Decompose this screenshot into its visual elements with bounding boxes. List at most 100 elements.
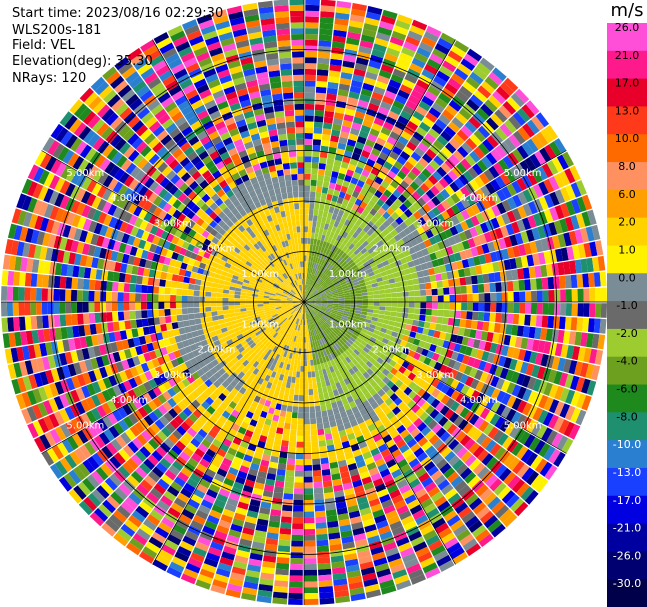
range-gate [318,168,325,176]
range-gate [286,458,296,465]
range-gate [362,82,375,92]
range-gate [242,254,250,261]
range-gate [426,25,442,38]
range-gate [180,51,195,63]
range-gate [165,323,173,331]
ray [304,125,559,302]
range-gate [322,128,332,136]
range-gate [293,250,297,257]
range-gate [259,285,266,290]
range-gate [293,80,304,87]
range-gate [275,304,281,307]
range-gate [93,368,103,381]
range-gate [282,234,288,241]
range-gate [288,446,296,454]
range-gate [247,286,254,291]
range-gate [282,308,288,312]
range-gate [430,281,438,289]
range-gate [283,272,289,279]
range-gate [269,239,275,247]
range-gate [82,290,89,302]
range-gate [316,277,322,284]
range-gate [94,81,110,96]
range-gate [217,288,224,294]
range-gate [349,208,357,217]
ray [304,112,550,302]
range-gate [281,216,287,224]
range-gate [174,335,182,343]
range-gate [60,327,68,340]
range-gate [272,313,278,318]
range-gate [332,253,339,260]
range-gate [258,180,267,188]
range-gate [96,198,107,212]
range-gate [143,211,153,222]
range-gate [319,151,328,159]
range-gate [360,88,373,97]
range-gate [304,540,316,547]
range-gate [184,345,192,354]
range-gate [291,262,295,269]
range-gate [374,247,383,255]
range-gate [356,206,365,214]
range-gate [285,258,290,265]
range-gate [318,279,324,285]
range-gate [476,245,485,256]
range-gate [293,499,304,506]
range-gate [178,268,186,276]
range-gate [378,215,387,224]
range-gate [170,302,176,309]
range-gate [293,394,299,401]
range-gate [263,276,270,282]
range-gate [307,273,311,280]
range-gate [208,271,216,278]
range-gate [107,178,119,191]
range-gate [376,157,386,166]
range-gate [393,160,404,170]
range-gate [525,100,540,115]
range-gate [334,183,342,192]
range-gate [197,347,206,355]
range-gate [148,350,157,360]
range-gate [109,165,121,178]
range-gate [264,311,271,315]
range-gate [254,144,264,153]
range-gate [424,282,432,290]
range-gate [332,296,339,299]
range-gate [269,246,275,253]
range-gate [118,124,131,138]
range-gate [310,280,314,286]
range-gate [393,25,409,36]
range-gate [264,209,271,217]
range-gate [316,80,328,88]
range-gate [47,140,60,156]
range-gate [435,192,446,203]
range-gate [286,303,293,306]
range-gate [175,302,182,309]
range-gate [271,287,278,292]
range-gate [280,247,286,254]
range-gate [475,265,483,275]
range-gate [395,19,411,30]
range-gate [473,256,481,266]
range-gate [137,62,152,75]
range-gate [366,228,374,237]
range-gate [296,292,301,298]
range-gate [571,198,582,214]
range-gate [341,66,354,74]
range-gate [187,115,200,126]
range-gate [161,96,174,109]
range-gate [440,130,453,142]
range-gate [215,160,226,170]
range-gate [287,277,292,284]
range-gate [245,20,261,29]
range-gate [123,283,131,293]
range-gate [1,302,8,317]
range-gate [330,135,340,143]
range-gate [111,302,118,312]
range-gate [328,70,341,78]
range-gate [293,297,299,300]
range-gate [199,291,206,297]
range-gate [403,227,412,236]
range-gate [148,203,158,214]
